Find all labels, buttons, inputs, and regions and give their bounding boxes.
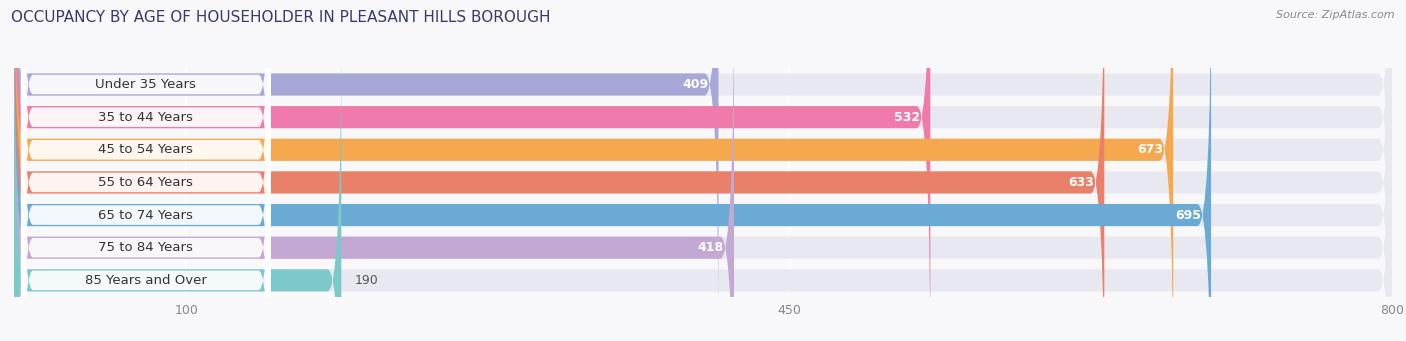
FancyBboxPatch shape [21, 0, 271, 303]
FancyBboxPatch shape [14, 0, 1392, 341]
Text: 85 Years and Over: 85 Years and Over [84, 274, 207, 287]
Text: Source: ZipAtlas.com: Source: ZipAtlas.com [1277, 10, 1395, 20]
FancyBboxPatch shape [21, 0, 271, 341]
FancyBboxPatch shape [14, 0, 1392, 341]
FancyBboxPatch shape [14, 30, 1392, 341]
FancyBboxPatch shape [14, 0, 1392, 335]
Text: 65 to 74 Years: 65 to 74 Years [98, 209, 193, 222]
FancyBboxPatch shape [14, 0, 1104, 341]
Text: 409: 409 [682, 78, 709, 91]
FancyBboxPatch shape [14, 0, 1211, 341]
FancyBboxPatch shape [14, 0, 734, 341]
Text: 190: 190 [356, 274, 378, 287]
FancyBboxPatch shape [21, 29, 271, 341]
Text: 45 to 54 Years: 45 to 54 Years [98, 143, 193, 156]
FancyBboxPatch shape [14, 0, 1173, 341]
Text: Under 35 Years: Under 35 Years [96, 78, 197, 91]
FancyBboxPatch shape [21, 0, 271, 336]
FancyBboxPatch shape [21, 62, 271, 341]
Text: 633: 633 [1069, 176, 1094, 189]
Text: 55 to 64 Years: 55 to 64 Years [98, 176, 193, 189]
FancyBboxPatch shape [21, 0, 271, 341]
Text: 418: 418 [697, 241, 724, 254]
Text: OCCUPANCY BY AGE OF HOUSEHOLDER IN PLEASANT HILLS BOROUGH: OCCUPANCY BY AGE OF HOUSEHOLDER IN PLEAS… [11, 10, 551, 25]
FancyBboxPatch shape [14, 0, 1392, 341]
FancyBboxPatch shape [21, 0, 271, 341]
Text: 695: 695 [1175, 209, 1201, 222]
FancyBboxPatch shape [14, 30, 342, 341]
FancyBboxPatch shape [14, 0, 1392, 341]
Text: 35 to 44 Years: 35 to 44 Years [98, 111, 193, 124]
FancyBboxPatch shape [14, 0, 1392, 341]
Text: 532: 532 [894, 111, 920, 124]
Text: 673: 673 [1137, 143, 1163, 156]
Text: 75 to 84 Years: 75 to 84 Years [98, 241, 193, 254]
FancyBboxPatch shape [14, 0, 718, 335]
FancyBboxPatch shape [14, 0, 931, 341]
